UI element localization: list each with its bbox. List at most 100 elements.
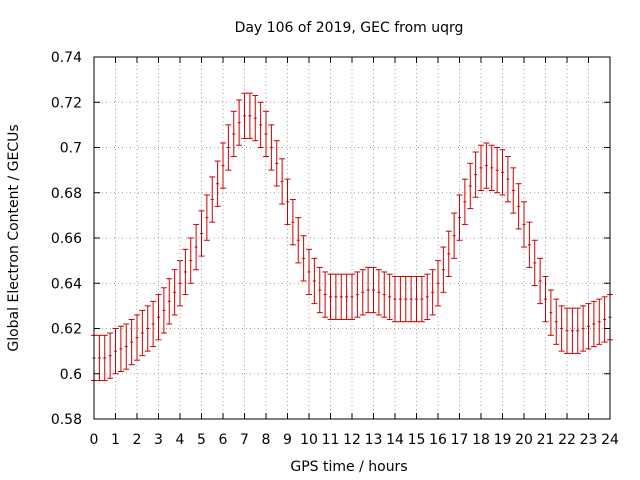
y-axis-label: Global Electron Content / GECUs (6, 124, 22, 351)
data-point (354, 271, 361, 318)
data-point (553, 298, 560, 345)
x-tick-label: 18 (472, 432, 490, 448)
data-point (392, 275, 398, 323)
data-point (117, 325, 124, 372)
data-point (440, 246, 447, 293)
x-tick-label: 6 (219, 432, 228, 448)
data-point (220, 142, 226, 189)
data-point (166, 278, 173, 325)
data-point (198, 210, 205, 257)
data-point (445, 230, 452, 277)
data-point (225, 124, 232, 171)
x-tick-label: 22 (558, 432, 576, 448)
data-point (359, 269, 366, 316)
data-point (564, 307, 570, 354)
data-point (510, 167, 517, 214)
data-point (284, 178, 291, 225)
data-point (322, 271, 329, 318)
data-point (580, 305, 587, 352)
x-tick-label: 17 (451, 432, 469, 448)
data-point (289, 199, 296, 246)
data-point (531, 239, 538, 287)
x-tick-label: 14 (386, 432, 404, 448)
x-tick-label: 23 (580, 432, 598, 448)
data-point (96, 334, 103, 382)
data-point (316, 266, 323, 314)
data-point (574, 307, 581, 354)
data-point (263, 110, 269, 158)
data-point (171, 269, 178, 316)
x-tick-label: 20 (515, 432, 533, 448)
data-point (236, 99, 243, 146)
x-tick-label: 5 (197, 432, 206, 448)
data-point (107, 332, 114, 379)
x-tick-label: 13 (365, 432, 383, 448)
data-point (494, 147, 501, 194)
data-point (413, 275, 420, 323)
y-tick-label: 0.64 (51, 276, 82, 292)
data-point (182, 248, 189, 296)
data-point (150, 300, 157, 348)
data-point (375, 269, 382, 316)
grid-layer (94, 57, 610, 419)
data-point (504, 156, 511, 203)
y-tick-label: 0.58 (51, 412, 82, 428)
x-tick-label: 8 (262, 432, 271, 448)
x-tick-label: 0 (90, 432, 99, 448)
data-point (343, 273, 350, 320)
data-layer (91, 92, 613, 382)
data-point (279, 158, 286, 205)
data-point (300, 235, 307, 282)
data-point (488, 144, 495, 191)
x-tick-label: 19 (494, 432, 512, 448)
data-point (268, 124, 275, 171)
data-point (134, 314, 140, 361)
y-tick-label: 0.6 (60, 367, 82, 383)
data-point (144, 305, 151, 352)
chart-title: Day 106 of 2019, GEC from uqrg (235, 20, 464, 36)
data-point (386, 273, 393, 320)
data-point (327, 273, 334, 320)
x-tick-label: 9 (283, 432, 292, 448)
data-point (193, 223, 200, 271)
x-tick-label: 10 (300, 432, 318, 448)
data-point (257, 101, 264, 148)
data-point (542, 275, 549, 323)
data-point (155, 294, 162, 341)
x-tick-label: 4 (176, 432, 185, 448)
data-point (521, 201, 527, 248)
x-tick-label: 16 (429, 432, 447, 448)
data-point (590, 300, 597, 348)
y-tick-label: 0.74 (51, 50, 82, 66)
data-point (246, 92, 253, 139)
y-tick-label: 0.68 (51, 186, 82, 202)
y-tick-label: 0.66 (51, 231, 82, 247)
data-point (601, 296, 608, 343)
data-point (381, 271, 388, 318)
data-point (365, 266, 372, 314)
data-point (187, 237, 194, 284)
data-point (456, 194, 463, 241)
data-point (370, 266, 377, 314)
data-point (273, 140, 280, 187)
data-point (311, 257, 318, 305)
x-tick-label: 1 (111, 432, 120, 448)
data-point (499, 149, 506, 196)
data-point (241, 92, 248, 139)
x-tick-label: 11 (322, 432, 340, 448)
data-point (515, 183, 522, 230)
data-point (478, 144, 484, 191)
data-point (128, 318, 135, 366)
data-point (467, 162, 474, 210)
data-point (203, 194, 210, 241)
x-tick-label: 24 (601, 432, 619, 448)
x-tick-label: 2 (133, 432, 142, 448)
data-point (483, 142, 490, 189)
x-tick-label: 15 (408, 432, 426, 448)
data-point (209, 176, 216, 223)
data-point (472, 151, 479, 198)
data-point (230, 110, 237, 158)
x-tick-label: 3 (154, 432, 163, 448)
y-tick-label: 0.7 (60, 141, 82, 157)
